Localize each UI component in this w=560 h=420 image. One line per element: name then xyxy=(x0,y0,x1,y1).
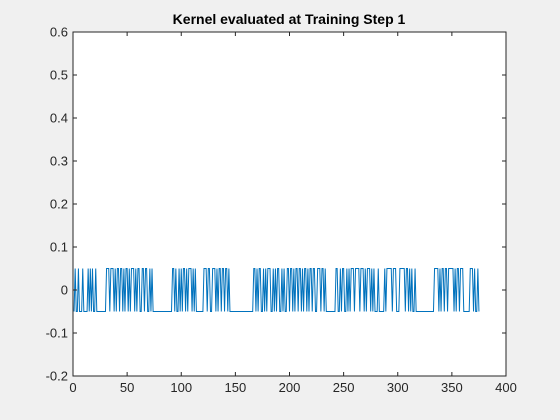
y-tick-label: -0.2 xyxy=(46,369,68,384)
y-tick-label: -0.1 xyxy=(46,326,68,341)
y-tick-label: 0.1 xyxy=(50,240,68,255)
x-tick-label: 400 xyxy=(495,380,517,395)
x-tick-label: 150 xyxy=(225,380,247,395)
series-layer xyxy=(73,268,480,312)
x-tick-label: 250 xyxy=(333,380,355,395)
x-tick-label: 200 xyxy=(279,380,301,395)
y-tick-label: 0.3 xyxy=(50,154,68,169)
x-tick-label: 350 xyxy=(441,380,463,395)
x-tick-label: 100 xyxy=(170,380,192,395)
chart-title: Kernel evaluated at Training Step 1 xyxy=(173,11,406,27)
y-axis: -0.2 -0.1 0 0.1 0.2 0.3 0.4 0.5 0.6 xyxy=(46,25,506,384)
x-tick-label: 0 xyxy=(69,380,76,395)
y-tick-label: 0.2 xyxy=(50,197,68,212)
x-tick-label: 50 xyxy=(120,380,134,395)
y-tick-label: 0.6 xyxy=(50,25,68,40)
y-tick-label: 0.5 xyxy=(50,68,68,83)
y-tick-label: 0 xyxy=(61,283,68,298)
x-tick-label: 300 xyxy=(387,380,409,395)
plot-area xyxy=(73,32,506,376)
y-tick-label: 0.4 xyxy=(50,111,68,126)
series-line xyxy=(73,268,480,312)
x-axis: 0 50 100 150 200 250 300 350 400 xyxy=(69,32,517,395)
